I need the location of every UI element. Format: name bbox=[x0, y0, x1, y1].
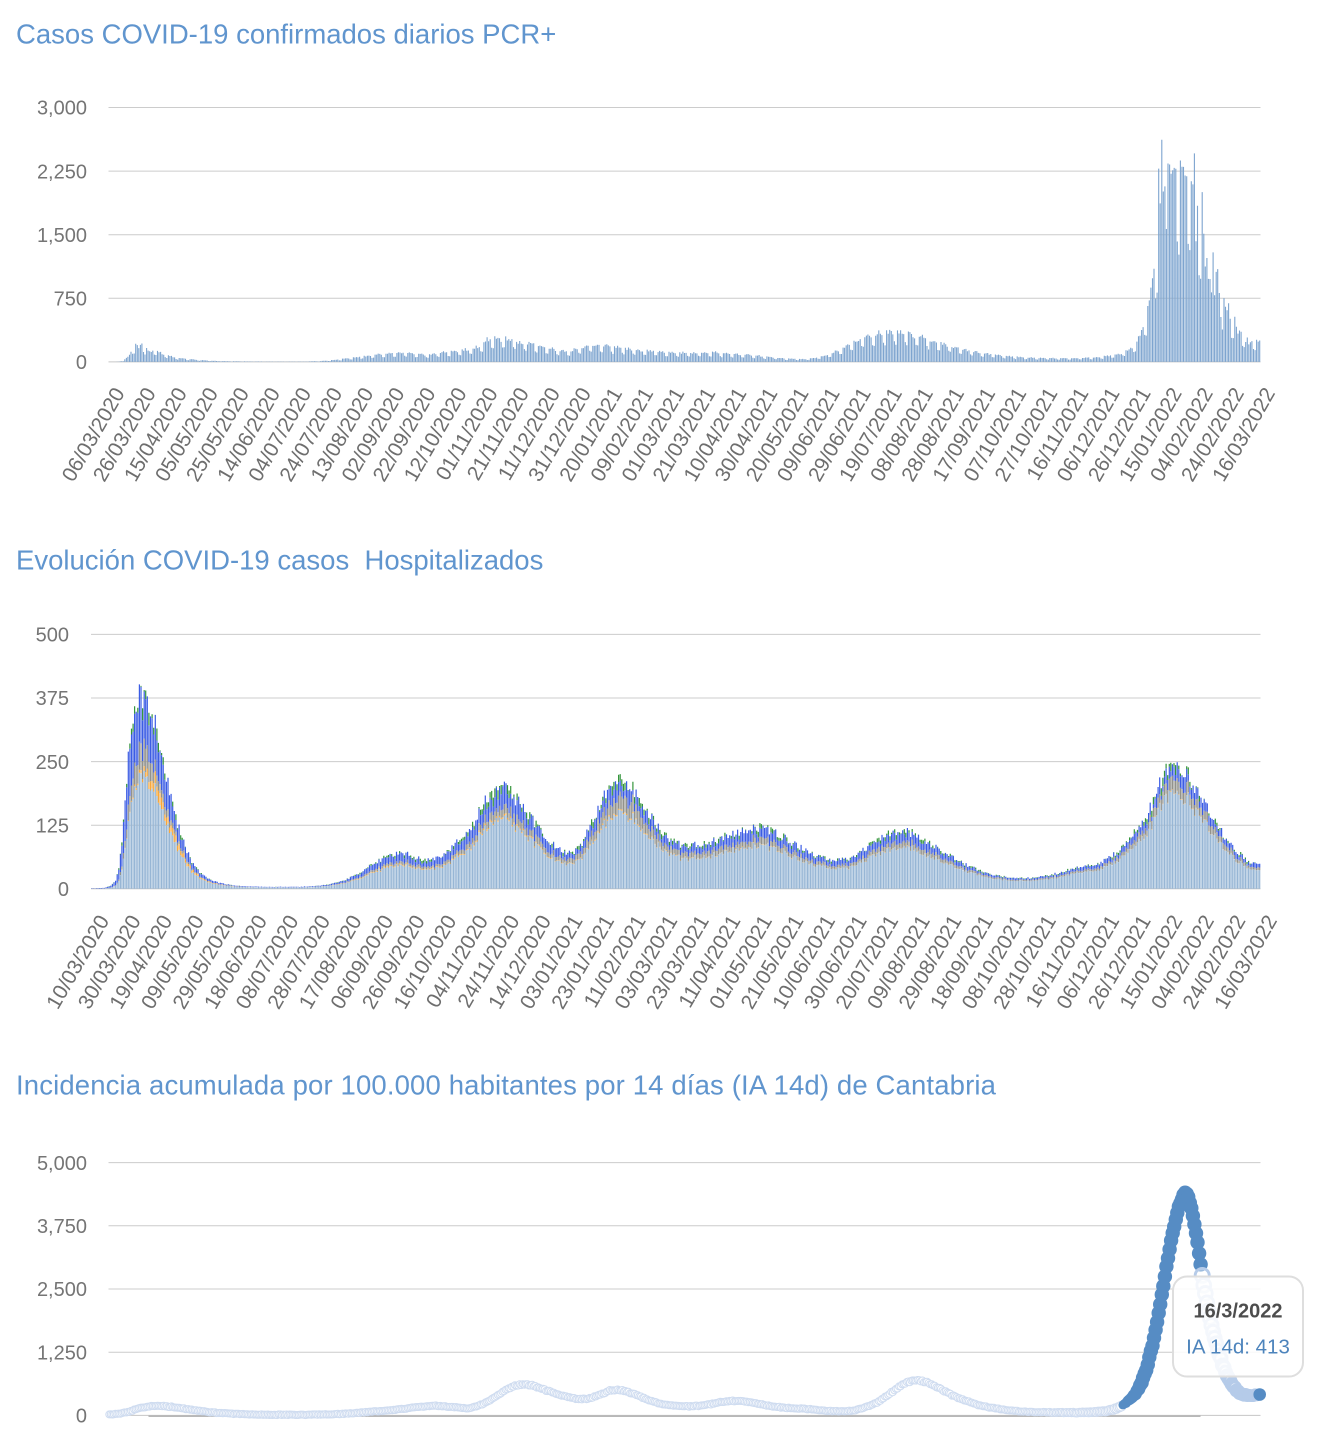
svg-text:2,250: 2,250 bbox=[37, 161, 87, 183]
svg-text:2,500: 2,500 bbox=[37, 1279, 87, 1301]
svg-text:Incidencia acumulada por 100.0: Incidencia acumulada por 100.000 habitan… bbox=[16, 1070, 997, 1101]
svg-text:0: 0 bbox=[76, 352, 87, 374]
svg-text:500: 500 bbox=[36, 625, 69, 647]
svg-text:IA 14d: 413: IA 14d: 413 bbox=[1186, 1336, 1290, 1359]
svg-text:16/3/2022: 16/3/2022 bbox=[1194, 1301, 1283, 1323]
svg-text:Evolución COVID-19 casos Hosp: Evolución COVID-19 casos Hospitalizados bbox=[16, 545, 543, 576]
svg-text:Casos COVID-19 confirmados dia: Casos COVID-19 confirmados diarios PCR+ bbox=[16, 19, 556, 50]
svg-text:750: 750 bbox=[54, 289, 87, 311]
svg-text:1,250: 1,250 bbox=[37, 1342, 87, 1364]
svg-text:375: 375 bbox=[36, 688, 69, 710]
svg-text:0: 0 bbox=[58, 879, 69, 901]
svg-text:5,000: 5,000 bbox=[37, 1153, 87, 1175]
svg-text:0: 0 bbox=[76, 1406, 87, 1428]
svg-text:3,750: 3,750 bbox=[37, 1216, 87, 1238]
svg-text:125: 125 bbox=[36, 815, 69, 837]
svg-text:1,500: 1,500 bbox=[37, 225, 87, 247]
svg-text:250: 250 bbox=[36, 752, 69, 774]
svg-text:3,000: 3,000 bbox=[37, 98, 87, 120]
